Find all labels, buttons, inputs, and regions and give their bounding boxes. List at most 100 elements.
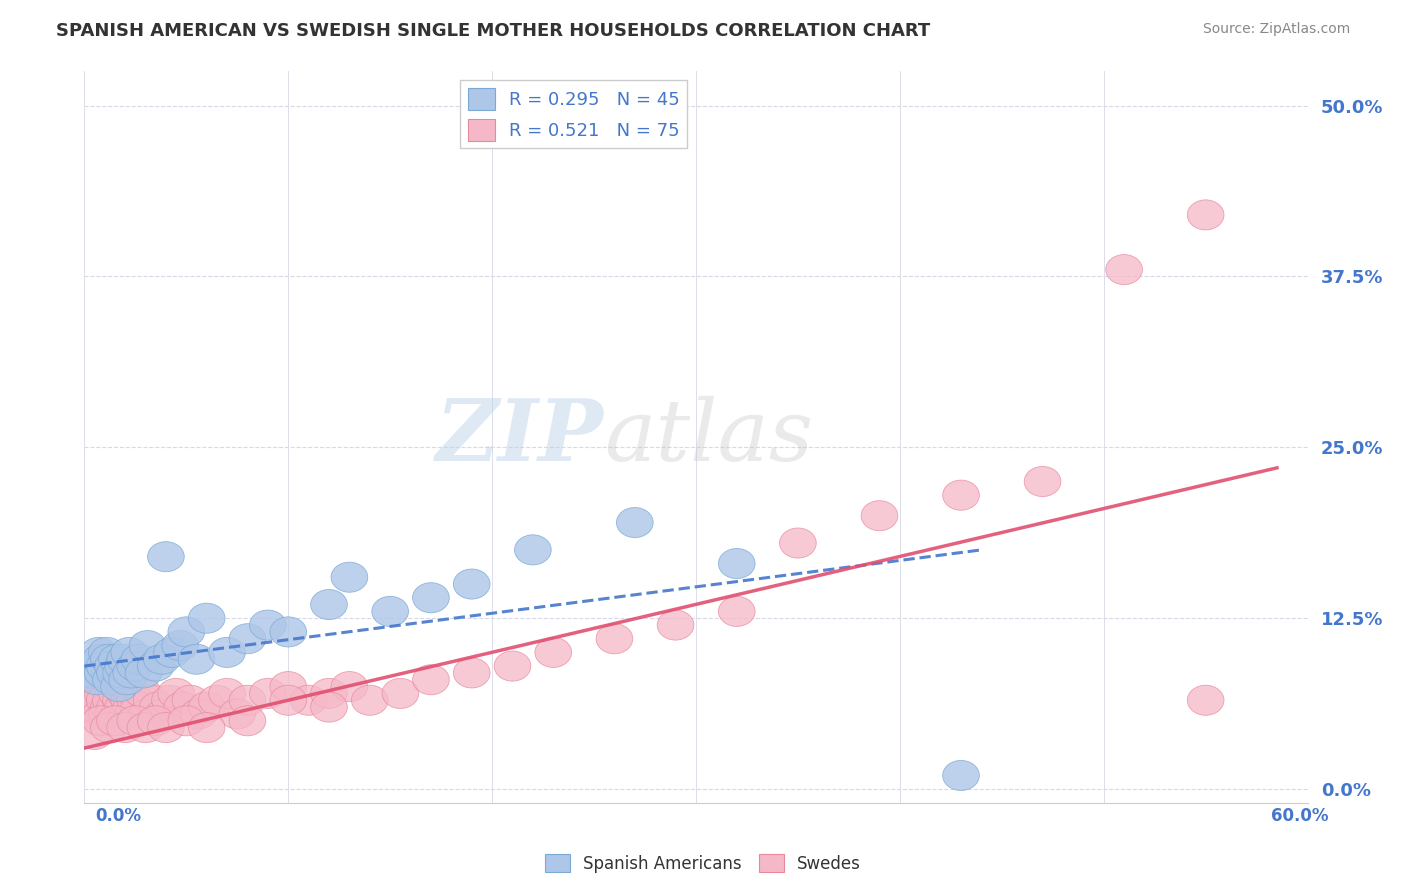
Ellipse shape: [107, 679, 143, 708]
Ellipse shape: [371, 597, 409, 626]
Legend: R = 0.295   N = 45, R = 0.521   N = 75: R = 0.295 N = 45, R = 0.521 N = 75: [460, 80, 688, 148]
Ellipse shape: [83, 644, 120, 674]
Ellipse shape: [270, 672, 307, 702]
Ellipse shape: [1187, 200, 1225, 230]
Ellipse shape: [129, 699, 166, 729]
Ellipse shape: [107, 713, 143, 743]
Ellipse shape: [117, 651, 153, 681]
Ellipse shape: [188, 603, 225, 633]
Ellipse shape: [83, 699, 120, 729]
Ellipse shape: [208, 679, 246, 708]
Ellipse shape: [616, 508, 654, 538]
Ellipse shape: [127, 713, 165, 743]
Ellipse shape: [121, 692, 157, 723]
Ellipse shape: [97, 692, 134, 723]
Ellipse shape: [112, 658, 149, 688]
Ellipse shape: [84, 658, 121, 688]
Ellipse shape: [97, 658, 134, 688]
Ellipse shape: [98, 644, 135, 674]
Text: atlas: atlas: [605, 396, 813, 478]
Ellipse shape: [90, 692, 127, 723]
Ellipse shape: [208, 638, 246, 667]
Ellipse shape: [117, 685, 153, 715]
Ellipse shape: [1024, 467, 1062, 497]
Ellipse shape: [942, 760, 980, 790]
Ellipse shape: [107, 644, 143, 674]
Ellipse shape: [72, 658, 108, 688]
Ellipse shape: [188, 692, 225, 723]
Ellipse shape: [103, 685, 139, 715]
Ellipse shape: [942, 480, 980, 510]
Ellipse shape: [72, 685, 108, 715]
Ellipse shape: [1187, 685, 1225, 715]
Ellipse shape: [311, 590, 347, 620]
Ellipse shape: [125, 679, 162, 708]
Ellipse shape: [143, 644, 180, 674]
Ellipse shape: [79, 665, 115, 695]
Ellipse shape: [270, 617, 307, 647]
Ellipse shape: [80, 638, 117, 667]
Ellipse shape: [108, 665, 146, 695]
Ellipse shape: [167, 706, 205, 736]
Text: Source: ZipAtlas.com: Source: ZipAtlas.com: [1202, 22, 1350, 37]
Text: 0.0%: 0.0%: [96, 807, 142, 825]
Ellipse shape: [179, 644, 215, 674]
Ellipse shape: [494, 651, 531, 681]
Ellipse shape: [94, 699, 131, 729]
Ellipse shape: [111, 685, 148, 715]
Ellipse shape: [121, 644, 157, 674]
Ellipse shape: [162, 631, 198, 661]
Ellipse shape: [90, 644, 127, 674]
Ellipse shape: [76, 720, 112, 749]
Ellipse shape: [534, 638, 572, 667]
Ellipse shape: [412, 665, 450, 695]
Ellipse shape: [86, 685, 124, 715]
Ellipse shape: [80, 685, 117, 715]
Ellipse shape: [180, 699, 217, 729]
Ellipse shape: [249, 610, 287, 640]
Ellipse shape: [83, 706, 120, 736]
Ellipse shape: [453, 569, 491, 599]
Ellipse shape: [115, 699, 152, 729]
Ellipse shape: [108, 699, 146, 729]
Ellipse shape: [101, 699, 138, 729]
Ellipse shape: [146, 699, 183, 729]
Ellipse shape: [596, 624, 633, 654]
Ellipse shape: [89, 638, 125, 667]
Ellipse shape: [330, 562, 368, 592]
Ellipse shape: [382, 679, 419, 708]
Ellipse shape: [229, 706, 266, 736]
Ellipse shape: [229, 624, 266, 654]
Ellipse shape: [70, 692, 107, 723]
Ellipse shape: [453, 658, 491, 688]
Ellipse shape: [157, 679, 194, 708]
Ellipse shape: [152, 685, 188, 715]
Ellipse shape: [125, 658, 162, 688]
Ellipse shape: [167, 617, 205, 647]
Ellipse shape: [112, 692, 149, 723]
Ellipse shape: [249, 679, 287, 708]
Text: ZIP: ZIP: [436, 395, 605, 479]
Ellipse shape: [103, 658, 139, 688]
Ellipse shape: [105, 692, 142, 723]
Ellipse shape: [79, 692, 115, 723]
Ellipse shape: [515, 535, 551, 565]
Ellipse shape: [165, 692, 201, 723]
Ellipse shape: [330, 672, 368, 702]
Ellipse shape: [657, 610, 695, 640]
Ellipse shape: [219, 699, 256, 729]
Ellipse shape: [97, 706, 134, 736]
Ellipse shape: [117, 706, 153, 736]
Ellipse shape: [94, 651, 131, 681]
Ellipse shape: [172, 685, 208, 715]
Ellipse shape: [138, 651, 174, 681]
Ellipse shape: [311, 692, 347, 723]
Ellipse shape: [101, 672, 138, 702]
Ellipse shape: [718, 549, 755, 579]
Ellipse shape: [138, 706, 174, 736]
Ellipse shape: [86, 651, 124, 681]
Ellipse shape: [1105, 254, 1143, 285]
Ellipse shape: [111, 638, 148, 667]
Ellipse shape: [84, 679, 121, 708]
Ellipse shape: [93, 685, 129, 715]
